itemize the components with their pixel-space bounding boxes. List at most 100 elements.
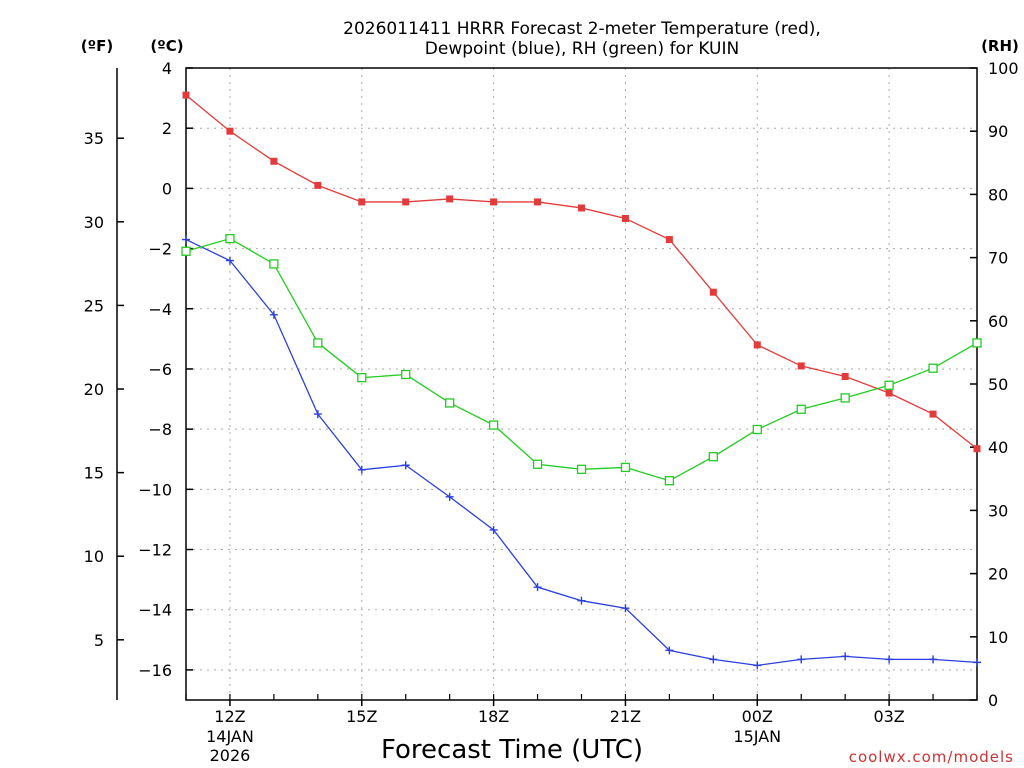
temperature-point <box>358 198 366 206</box>
dewpoint-point <box>445 492 454 501</box>
rh-point <box>708 452 718 462</box>
rh-point <box>532 459 543 469</box>
fahrenheit-tick-label: 10 <box>84 547 104 566</box>
fahrenheit-tick-label: 20 <box>84 380 104 399</box>
dewpoint-point <box>929 655 938 664</box>
temperature-point <box>929 410 937 418</box>
dewpoint-point <box>709 655 718 664</box>
rh-point <box>928 363 938 373</box>
rh-point <box>796 404 806 414</box>
rh-point <box>401 369 411 380</box>
dewpoint-point <box>665 646 674 655</box>
celsius-tick-label: −2 <box>148 240 172 259</box>
axes <box>116 67 978 706</box>
celsius-tick-label: −10 <box>138 480 172 499</box>
rh-line <box>185 237 978 482</box>
credit-text: coolwx.com/models <box>849 748 1014 766</box>
dewpoint-point <box>621 604 630 613</box>
temperature-point <box>490 198 498 206</box>
temperature-point <box>182 91 190 99</box>
dewpoint-point <box>753 661 762 670</box>
rh-point <box>620 462 631 473</box>
dewpoint-point <box>533 583 542 592</box>
celsius-unit-label: (ºC) <box>150 37 183 55</box>
temperature-point <box>534 198 542 206</box>
fahrenheit-tick-label: 15 <box>84 464 104 483</box>
x-tick-label: 21Z <box>610 707 641 726</box>
fahrenheit-tick-label: 5 <box>94 631 104 650</box>
rh-tick-label: 70 <box>988 249 1008 268</box>
rh-unit-label: (RH) <box>981 37 1019 55</box>
rh-point <box>225 233 235 244</box>
dewpoint-point <box>841 652 850 661</box>
temperature-point <box>578 204 585 212</box>
rh-point <box>313 338 323 348</box>
rh-tick-label: 0 <box>988 691 998 710</box>
dewpoint-point <box>182 235 190 244</box>
dewpoint-point <box>313 410 322 419</box>
rh-tick-label: 50 <box>988 375 1008 394</box>
dewpoint-point <box>357 465 366 474</box>
rh-point <box>840 393 850 403</box>
rh-point <box>357 373 367 383</box>
celsius-tick-label: −16 <box>138 661 172 680</box>
x-tick-label: 15Z <box>346 707 377 726</box>
temperature-point <box>709 288 717 296</box>
rh-point <box>269 259 279 269</box>
temperature-point <box>402 198 410 206</box>
x-tick-label: 12Z <box>214 707 245 726</box>
chart-title-line-2: Dewpoint (blue), RH (green) for KUIN <box>425 39 739 59</box>
x-tick-label: 18Z <box>478 707 509 726</box>
celsius-tick-label: 2 <box>162 119 172 138</box>
rh-tick-label: 20 <box>988 565 1008 584</box>
grid-lines <box>186 67 977 700</box>
rh-point <box>576 464 587 474</box>
rh-point <box>181 246 191 256</box>
rh-tick-label: 90 <box>988 122 1008 141</box>
chart-title-line-1: 2026011411 HRRR Forecast 2-meter Tempera… <box>343 19 821 39</box>
temperature-line <box>185 94 978 450</box>
celsius-tick-label: −6 <box>148 360 172 379</box>
rh-tick-label: 80 <box>988 185 1008 204</box>
data-series <box>181 91 982 670</box>
x-axis-label: Forecast Time (UTC) <box>381 735 643 765</box>
rh-point <box>488 420 499 430</box>
celsius-tick-label: −14 <box>138 601 172 620</box>
rh-point <box>972 338 982 348</box>
temperature-point <box>797 362 805 370</box>
x-tick-label: 03Z <box>873 707 904 726</box>
dewpoint-point <box>973 658 981 667</box>
x-tick-date-label: 14JAN <box>206 727 254 746</box>
temperature-point <box>973 445 981 453</box>
celsius-tick-label: −4 <box>148 300 172 319</box>
x-tick-date-label: 15JAN <box>733 727 781 746</box>
celsius-tick-label: −12 <box>138 541 172 560</box>
dewpoint-point <box>489 525 498 534</box>
fahrenheit-tick-label: 25 <box>84 296 104 315</box>
x-tick-date-label: 2026 <box>210 746 251 765</box>
temperature-point <box>621 214 629 222</box>
temperature-point <box>753 341 761 349</box>
temperature-point <box>270 157 278 165</box>
dewpoint-point <box>797 655 806 664</box>
rh-tick-label: 30 <box>988 501 1008 520</box>
fahrenheit-tick-label: 35 <box>84 129 104 148</box>
dewpoint-point <box>225 256 234 265</box>
rh-point <box>884 380 894 390</box>
rh-point <box>445 398 455 408</box>
temperature-point <box>665 236 673 244</box>
temperature-point <box>841 372 849 380</box>
celsius-tick-label: −8 <box>148 420 172 439</box>
dewpoint-point <box>269 310 278 319</box>
rh-tick-label: 10 <box>988 628 1008 647</box>
tick-labels: 420−2−4−6−8−10−12−14−1635302520151051009… <box>84 59 1019 765</box>
temperature-point <box>226 127 234 135</box>
dewpoint-point <box>401 461 410 470</box>
rh-point <box>752 424 762 435</box>
rh-tick-label: 100 <box>988 59 1019 78</box>
rh-point <box>664 476 675 486</box>
temperature-point <box>885 389 893 397</box>
fahrenheit-tick-label: 30 <box>84 213 104 232</box>
temperature-point <box>314 181 322 189</box>
